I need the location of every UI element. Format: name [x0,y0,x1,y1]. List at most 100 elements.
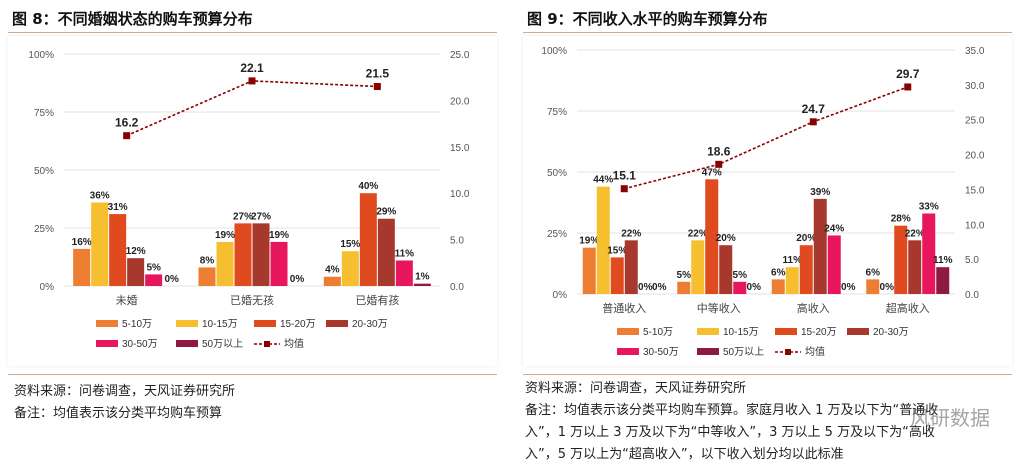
bar [359,193,377,286]
y2-tick-label: 10.0 [965,220,985,231]
figure-8-panel: 图 8：不同婚姻状态的购车预算分布 0% 25% 50% 75% 100% 0.0 5.0 1… [0,0,505,465]
legend-swatch [176,320,198,327]
bar [894,225,908,294]
y2-tick-label: 5.0 [450,236,464,247]
figure-8-title: 图 8：不同婚姻状态的购车预算分布 [12,10,253,28]
y-tick-label: 0% [40,282,55,293]
y2-tick-label: 5.0 [965,255,979,266]
legend-swatch [775,328,797,335]
figure-9-bottom-rule [523,374,1012,375]
legend-swatch [617,328,639,335]
bar [216,241,234,286]
legend-swatch [326,320,348,327]
legend-label: 5-10万 [122,319,152,330]
bar [377,218,395,286]
legend-label: 15-20万 [280,319,316,330]
bar [323,276,341,286]
bar [252,223,270,286]
mean-data-label: 18.6 [707,144,731,158]
bar-data-label: 12% [126,246,146,257]
bar [677,281,691,294]
bar [813,198,827,294]
figure-9-note-line-2: 入”，1 万以上 3 万及以下为“中等收入”，3 万以上 5 万及以下为“高收 [525,425,935,440]
y-tick-label: 75% [547,107,567,118]
bar [270,241,288,286]
y2-tick-label: 25.0 [965,116,985,127]
bar [127,258,145,286]
bar [866,279,880,294]
bar-data-label: 31% [108,202,128,213]
figure-8-chart-svg: 0% 25% 50% 75% 100% 0.0 5.0 10.0 15.0 20.0 25.0 未婚 1… [28,50,470,350]
x-tick-label: 普通收入 [602,301,646,315]
bar [785,267,799,294]
mean-data-label: 22.1 [240,61,264,75]
legend-swatch [96,340,118,347]
bar-data-label: 44% [593,175,613,186]
bar-data-label: 20% [796,233,816,244]
bar-data-label: 0% [747,282,762,293]
bar [582,247,596,294]
mean-point [904,83,912,91]
bar [109,214,127,286]
bar [771,279,785,294]
mean-point [809,118,817,126]
bar-data-label: 29% [376,207,396,218]
x-tick-label: 高收入 [797,301,830,315]
legend-swatch-marker [785,349,791,355]
bar-data-label: 19% [215,230,235,241]
y-tick-label: 100% [28,50,54,61]
bar-data-label: 0% [164,274,179,285]
bar [145,274,163,286]
bar-data-label: 1% [415,272,430,283]
y-tick-label: 25% [547,229,567,240]
x-tick-label: 未婚 [116,293,138,307]
legend-swatch [847,328,869,335]
bar [234,223,252,286]
bar [705,179,719,294]
figure-9-note-line-3: 入”，5 万以上为“超高收入”，以下收入划分均以此标准 [525,447,844,462]
bar-data-label: 5% [677,270,692,281]
bar-data-label: 27% [233,211,253,222]
mean-data-label: 21.5 [366,66,390,80]
x-tick-label: 中等收入 [697,301,741,315]
mean-point [715,160,723,168]
y2-tick-label: 25.0 [450,50,470,61]
figure-9-chart-svg: 0% 25% 50% 75% 100% 0.0 5.0 10.0 15.0 20.0 25.0 30.… [541,46,985,358]
bar-data-label: 19% [269,230,289,241]
figure-9-note-line-1: 备注：均值表示该分类平均购车预算。家庭月收入 1 万及以下为“普通收 [525,403,939,418]
bar [719,245,733,294]
bar [922,213,936,294]
bar-data-label: 11% [395,248,415,259]
figure-8-source: 资料来源：问卷调查，天风证券研究所 [14,384,236,399]
bar [341,251,359,286]
y2-tick-label: 20.0 [965,151,985,162]
mean-point [373,82,381,90]
bar-data-label: 47% [702,167,722,178]
bar [610,257,624,294]
bar-data-label: 8% [200,255,215,266]
legend-label: 20-30万 [352,319,388,330]
bar [799,245,813,294]
bar-data-label: 24% [824,223,844,234]
bar-data-label: 15% [607,245,627,256]
figure-8-chart: 0% 25% 50% 75% 100% 0.0 5.0 10.0 15.0 20.0 25.0 未婚 1… [8,36,497,366]
mean-line [624,86,909,190]
legend-swatch [697,348,719,355]
bar-data-label: 0% [290,274,305,285]
mean-line [126,80,378,137]
legend-swatch-marker [264,341,270,347]
bar-data-label: 15% [340,239,360,250]
y-tick-label: 100% [541,46,567,57]
y2-tick-label: 10.0 [450,189,470,200]
y2-tick-label: 35.0 [965,46,985,57]
bar-data-label: 5% [146,262,161,273]
bar-data-label: 0% [880,282,895,293]
legend-swatch [176,340,198,347]
bar-data-label: 11% [783,255,803,266]
bar [624,240,638,294]
y2-tick-label: 15.0 [965,185,985,196]
legend-label: 15-20万 [801,327,837,338]
bar-data-label: 6% [866,267,881,278]
bar-data-label: 0% [652,282,667,293]
figure-8-bottom-rule [8,374,497,375]
